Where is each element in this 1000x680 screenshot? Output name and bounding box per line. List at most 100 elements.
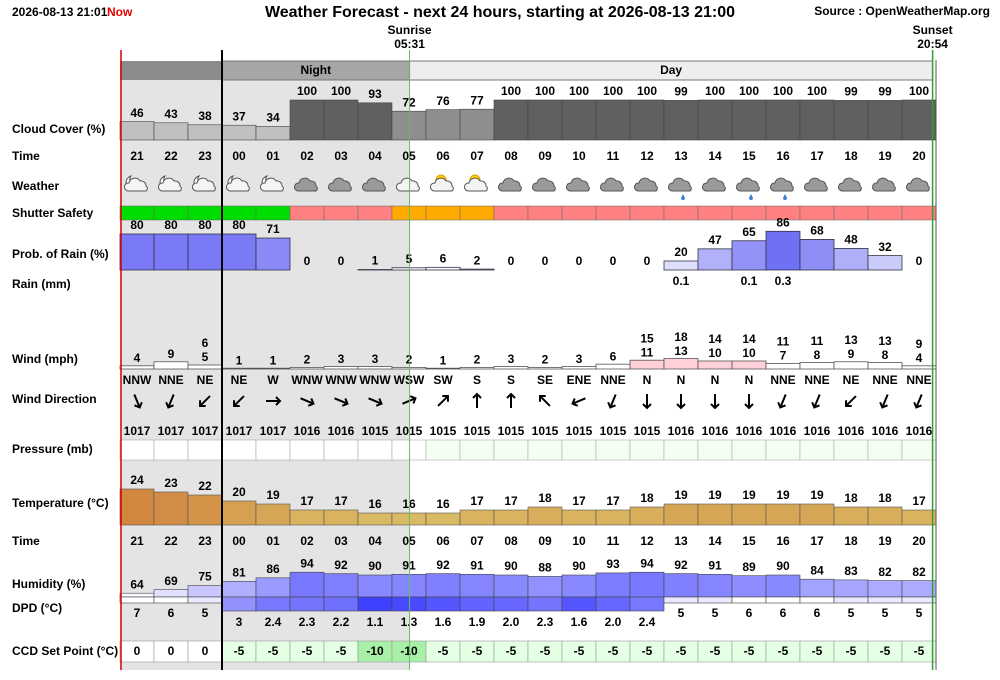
rain-prob-bar [731, 240, 767, 271]
wind-bar [289, 366, 325, 370]
rain-prob-value: 0 [576, 254, 583, 268]
temp-bar [289, 509, 325, 526]
ccd-value: -5 [472, 644, 483, 658]
dpd-value: 2.4 [265, 615, 282, 629]
humidity-bar [289, 571, 325, 598]
time-label: 01 [266, 149, 280, 163]
temp-value: 17 [470, 494, 484, 508]
humidity-value: 86 [266, 562, 280, 576]
time-label: 18 [844, 149, 858, 163]
humidity-bar [765, 574, 801, 598]
rain-prob-value: 1 [372, 254, 379, 268]
rain-prob-value: 86 [776, 215, 790, 229]
shutter-cell [731, 205, 767, 221]
cloud [498, 177, 522, 192]
pressure-value: 1016 [906, 424, 933, 438]
shutter-cell [255, 205, 291, 221]
sunset-label: Sunset [913, 23, 953, 37]
pressure-value: 1015 [430, 424, 457, 438]
wind-direction: ENE [567, 373, 592, 387]
humidity-value: 90 [504, 559, 518, 573]
temp-value: 17 [504, 494, 518, 508]
grid: Night DaySunrise05:31Sunset20:54462121804… [119, 23, 953, 670]
time-label: 20 [912, 534, 926, 548]
temp-value: 16 [368, 497, 382, 511]
shutter-cell [663, 205, 699, 221]
dpd-bar [663, 596, 699, 604]
pressure-cell [153, 439, 189, 461]
wind-arrow [710, 394, 720, 410]
cloud-value: 100 [739, 84, 759, 98]
rain-value: 0.1 [673, 274, 690, 288]
dpd-value: 7 [134, 606, 141, 620]
sunrise-time: 05:31 [394, 37, 425, 51]
wind-value: 11 [641, 345, 654, 359]
cloud-bar [425, 109, 461, 141]
weather-icon [736, 177, 760, 200]
pressure-value: 1015 [464, 424, 491, 438]
humidity-bar [323, 573, 359, 598]
humidity-value: 94 [640, 556, 654, 570]
pressure-value: 1016 [736, 424, 763, 438]
humidity-value: 89 [742, 560, 756, 574]
gust-value: 9 [916, 337, 923, 351]
rain-prob-bar [799, 238, 835, 271]
wind-bar [187, 364, 223, 370]
humidity-bar [527, 576, 563, 598]
pressure-cell [357, 439, 393, 461]
cloud-bar [595, 99, 631, 141]
raindrop [749, 194, 753, 200]
wind-value: 2 [542, 353, 549, 367]
humidity-bar [595, 572, 631, 598]
dpd-value: 2.0 [605, 615, 622, 629]
time-label: 06 [436, 149, 450, 163]
wind-value: 8 [814, 348, 821, 362]
weather-icon [770, 177, 794, 200]
row-label: Cloud Cover (%) [12, 122, 105, 136]
gust-value: 6 [202, 336, 209, 350]
pressure-value: 1017 [158, 424, 185, 438]
time-label: 08 [504, 534, 518, 548]
wind-value: 1 [270, 353, 277, 367]
cloud [396, 177, 420, 192]
pressure-value: 1016 [702, 424, 729, 438]
wind-direction: NE [231, 373, 248, 387]
temp-bar [323, 509, 359, 526]
wind-direction: WNW [325, 373, 357, 387]
wind-value: 3 [372, 352, 379, 366]
wind-direction: NNE [600, 373, 625, 387]
temp-bar [731, 503, 767, 526]
time-label: 16 [776, 534, 790, 548]
time-label: 19 [878, 149, 892, 163]
dpd-bar [255, 596, 291, 612]
row-label: Rain (mm) [12, 277, 71, 291]
cloud [566, 177, 590, 192]
gust-value: 13 [878, 334, 892, 348]
humidity-bar [357, 574, 393, 598]
title: Weather Forecast - next 24 hours, starti… [265, 4, 735, 21]
cloud-bar [867, 100, 903, 141]
humidity-bar [493, 574, 529, 598]
rain-prob-bar [867, 255, 903, 271]
temp-bar [799, 503, 835, 526]
humidity-bar [663, 573, 699, 598]
cloud [294, 177, 318, 192]
dpd-value: 6 [814, 606, 821, 620]
wind-bar [221, 367, 257, 370]
cloud-value: 99 [844, 85, 858, 99]
time-label: 20 [912, 149, 926, 163]
cloud-value: 100 [501, 84, 521, 98]
time-label: 10 [572, 149, 586, 163]
weather-icon [872, 177, 896, 192]
humidity-value: 91 [708, 558, 722, 572]
cloud [838, 177, 862, 192]
cloud-value: 93 [368, 87, 382, 101]
humidity-bar [867, 580, 903, 598]
time-label: 22 [164, 534, 178, 548]
ccd-value: -5 [608, 644, 619, 658]
humidity-bar [425, 573, 461, 598]
day-label: Day [660, 63, 682, 77]
cloud-bar [697, 99, 733, 141]
dpd-value: 3 [236, 615, 243, 629]
